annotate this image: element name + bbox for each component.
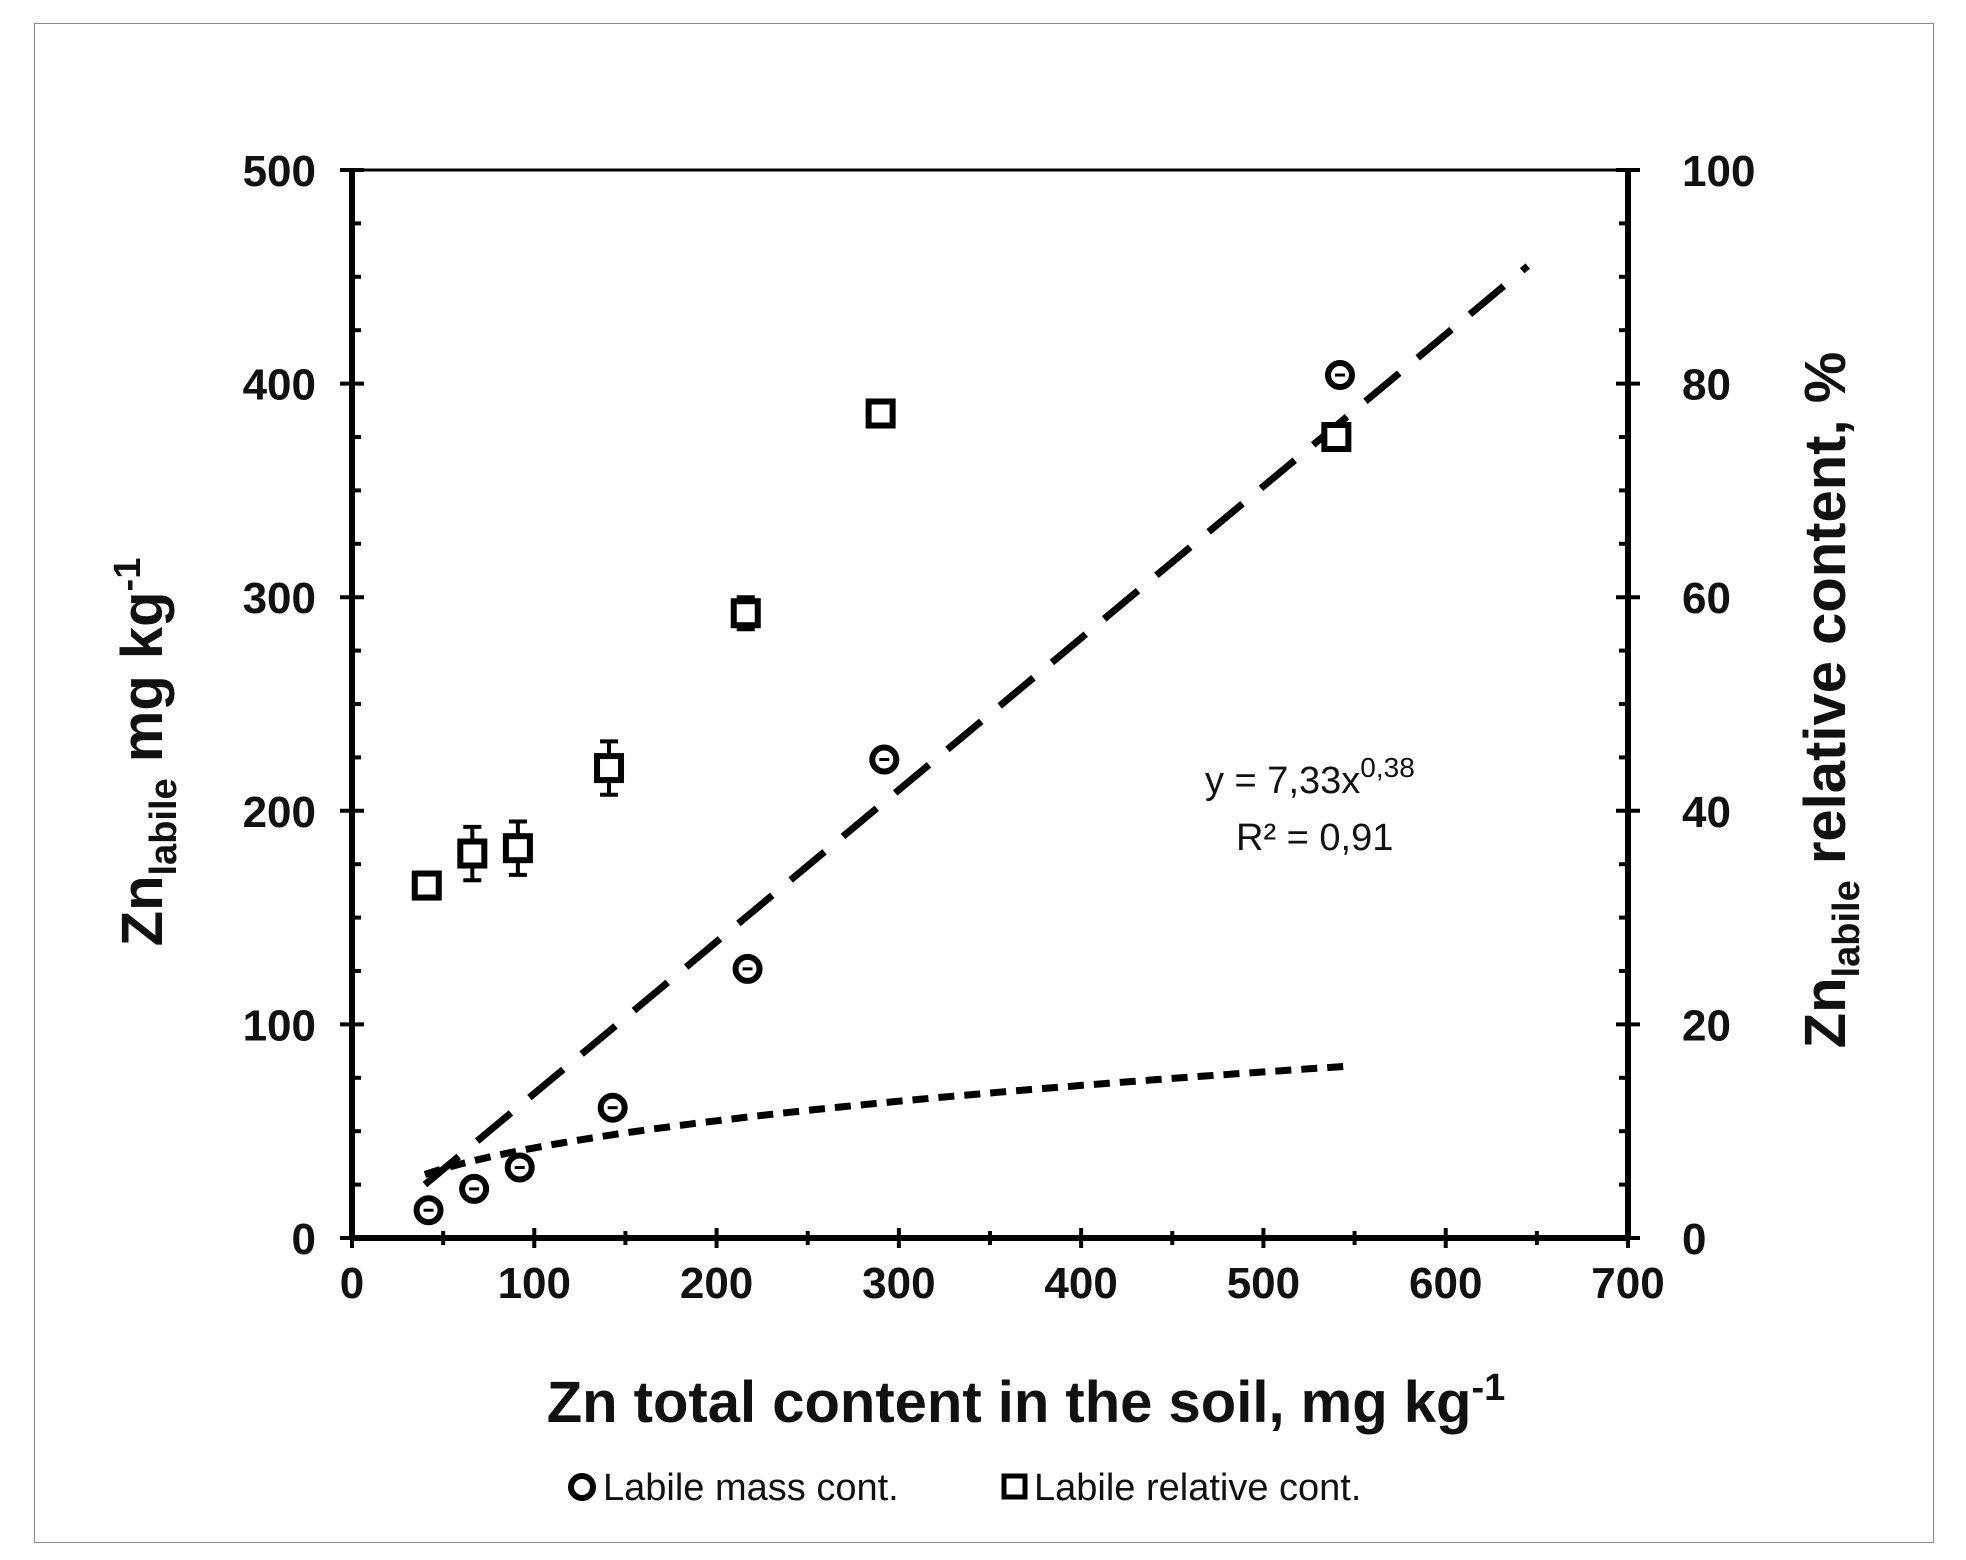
y-left-tick-label: 0 (292, 1215, 316, 1264)
equation-main: y = 7,33x (1205, 760, 1360, 802)
x-axis-title-main: Zn total content in the soil, mg kg (547, 1370, 1472, 1435)
axes (349, 168, 1631, 1241)
y-axis-right-title: Znlabile relative content, % (1793, 352, 1868, 1049)
trendlines (422, 263, 1530, 1188)
y-axis-left-title-rest: mg kg (110, 591, 175, 778)
y-axis-right-title-rest: relative content, % (1793, 352, 1858, 881)
legend-square-marker (1001, 1473, 1028, 1500)
y-axis-left-title: Znlabile mg kg-1 (107, 558, 185, 947)
r-squared-annotation: R² = 0,91 (1236, 817, 1393, 859)
y-right-tick-label: 60 (1682, 574, 1731, 623)
data-marks (411, 360, 1355, 1226)
y-axis-left-title-sup: -1 (107, 558, 149, 592)
y-right-tick-label: 80 (1682, 361, 1731, 410)
relative-content-point (730, 598, 761, 629)
linear-trendline (422, 263, 1530, 1188)
x-tick-label: 200 (680, 1259, 753, 1308)
relative-content-point (1321, 422, 1352, 452)
y-right-tick-label: 20 (1682, 1001, 1731, 1050)
y-axis-left-title-main: Zn (110, 876, 175, 947)
y-left-tick-label: 300 (243, 574, 316, 623)
y-left-tick-label: 200 (243, 788, 316, 837)
y-right-tick-label: 40 (1682, 788, 1731, 837)
y-left-tick-label: 400 (243, 361, 316, 410)
relative-content-point (457, 838, 488, 869)
equation-annotation: y = 7,33x0,38 (1205, 752, 1415, 802)
x-axis-title: Zn total content in the soil, mg kg-1 (547, 1367, 1506, 1435)
x-tick-label: 700 (1591, 1259, 1664, 1308)
y-left-tick-label: 100 (243, 1001, 316, 1050)
equation-exponent: 0,38 (1360, 752, 1415, 783)
y-axis-right-title-sub: labile (1826, 880, 1868, 977)
legend: Labile mass cont. Labile relative cont. (568, 1467, 1361, 1509)
x-tick-label: 100 (498, 1259, 571, 1308)
x-tick-label: 500 (1227, 1259, 1300, 1308)
x-tick-label: 400 (1044, 1259, 1117, 1308)
legend-label-relative: Labile relative cont. (1034, 1467, 1361, 1509)
x-tick-label: 600 (1409, 1259, 1482, 1308)
y-left-tick-label: 500 (243, 147, 316, 196)
relative-content-point (594, 753, 625, 784)
legend-circle-marker (568, 1473, 596, 1501)
y-right-tick-label: 100 (1682, 147, 1755, 196)
legend-label-mass: Labile mass cont. (603, 1467, 899, 1509)
x-tick-label: 0 (340, 1259, 364, 1308)
y-right-tick-label: 0 (1682, 1215, 1706, 1264)
x-tick-label: 300 (862, 1259, 935, 1308)
relative-content-point (502, 833, 533, 864)
y-axis-right-title-main: Zn (1793, 977, 1858, 1048)
x-axis-title-sup: -1 (1471, 1367, 1505, 1409)
relative-content-point (411, 870, 442, 901)
power-trendline (423, 1062, 1346, 1178)
y-axis-left-title-sub: labile (143, 778, 185, 875)
ticks: 0 100 200 300 400 500 600 700 0 100 200 300 400 500 0 2… (243, 147, 1756, 1308)
relative-content-point (865, 398, 896, 429)
